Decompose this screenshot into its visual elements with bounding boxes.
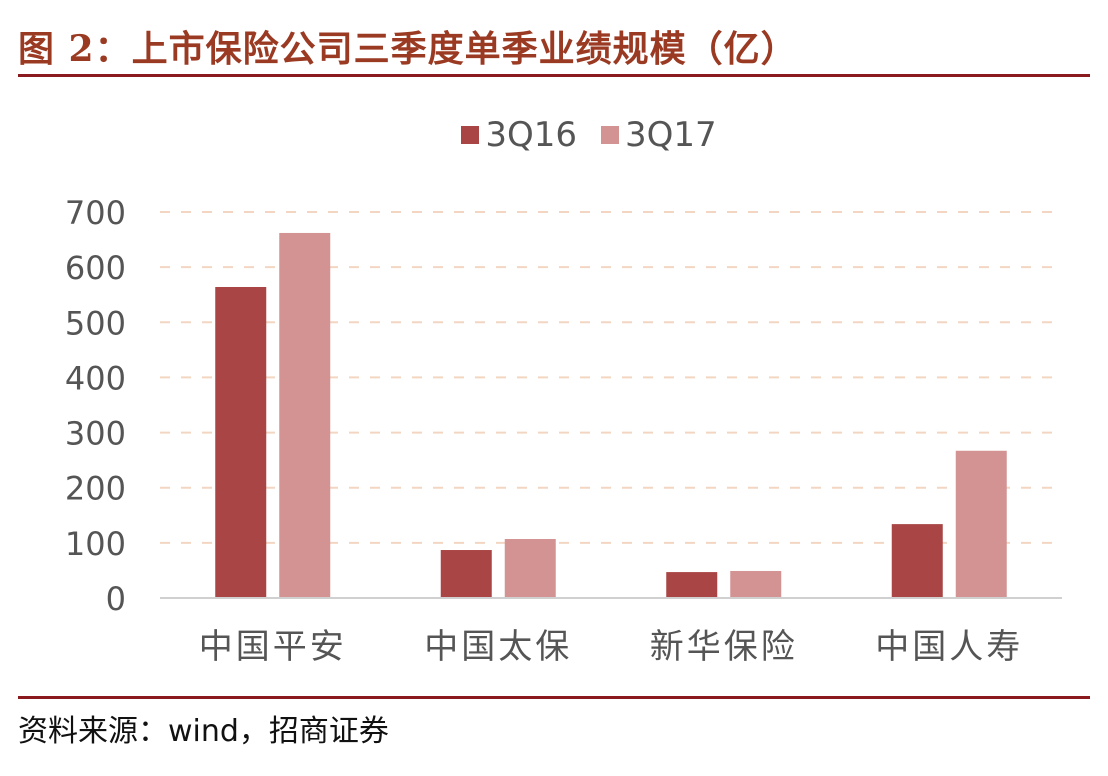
bar-3q16 xyxy=(666,572,718,598)
y-axis-ticks: 0 100 200 300 400 500 600 700 xyxy=(65,194,126,618)
y-tick-label: 600 xyxy=(65,249,126,287)
x-axis-labels: 中国平安 中国太保 新华保险 中国人寿 xyxy=(199,627,1023,667)
x-category-label: 中国平安 xyxy=(199,627,347,667)
chart-title: 图 2：上市保险公司三季度单季业绩规模（亿） xyxy=(18,28,798,70)
bar-3q16 xyxy=(215,286,267,598)
bars xyxy=(215,232,1007,598)
bar-3q17 xyxy=(504,538,556,598)
legend-label-3q16: 3Q16 xyxy=(485,115,577,155)
bar-3q17 xyxy=(730,570,782,598)
x-category-label: 中国人寿 xyxy=(875,627,1023,667)
legend-item-3q16: 3Q16 xyxy=(461,115,577,155)
bar-3q16 xyxy=(891,524,943,598)
footer-rule xyxy=(18,696,1090,699)
source-note: 资料来源：wind，招商证券 xyxy=(18,714,389,749)
y-tick-label: 300 xyxy=(65,415,126,453)
y-tick-label: 0 xyxy=(106,580,126,618)
legend-swatch-3q17 xyxy=(601,126,619,144)
y-tick-label: 500 xyxy=(65,304,126,342)
y-tick-label: 700 xyxy=(65,194,126,232)
legend-swatch-3q16 xyxy=(461,126,480,144)
bar-3q16 xyxy=(440,550,492,598)
y-tick-label: 100 xyxy=(65,525,126,563)
bar-3q17 xyxy=(955,450,1007,598)
title-rule xyxy=(18,74,1090,77)
bar-3q17 xyxy=(279,232,331,598)
legend-item-3q17: 3Q17 xyxy=(601,115,717,155)
x-category-label: 中国太保 xyxy=(424,627,572,667)
x-category-label: 新华保险 xyxy=(650,627,798,667)
legend: 3Q16 3Q17 xyxy=(0,115,1108,155)
y-tick-label: 200 xyxy=(65,470,126,508)
y-tick-label: 400 xyxy=(65,359,126,397)
legend-label-3q17: 3Q17 xyxy=(625,115,717,155)
